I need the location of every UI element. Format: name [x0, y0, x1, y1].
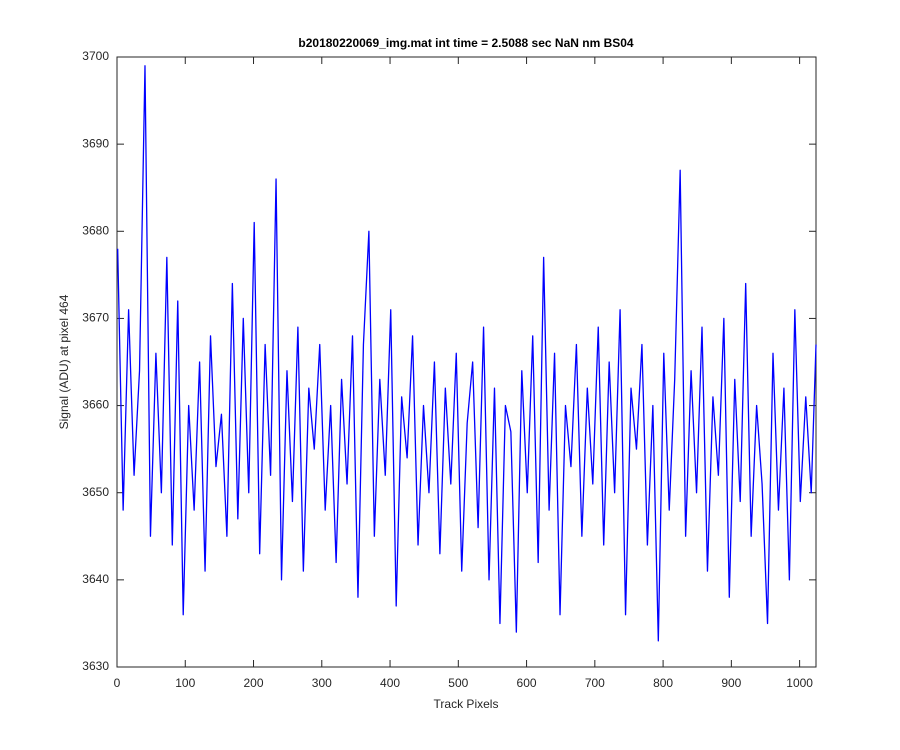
chart-title: b20180220069_img.mat int time = 2.5088 s…	[298, 36, 634, 50]
plot-area	[116, 56, 817, 668]
x-tick-label: 0	[114, 676, 121, 690]
x-tick-label: 500	[448, 676, 468, 690]
y-tick-label: 3650	[82, 485, 109, 499]
y-tick-label: 3700	[82, 49, 109, 63]
x-tick-label: 800	[653, 676, 673, 690]
y-tick-label: 3670	[82, 311, 109, 325]
x-tick-label: 700	[585, 676, 605, 690]
y-tick-label: 3630	[82, 659, 109, 673]
x-tick-label: 900	[721, 676, 741, 690]
y-axis-label: Signal (ADU) at pixel 464	[57, 294, 71, 429]
y-tick-label: 3660	[82, 398, 109, 412]
x-axis-label: Track Pixels	[434, 697, 499, 711]
x-tick-label: 300	[312, 676, 332, 690]
y-tick-label: 3640	[82, 572, 109, 586]
x-tick-label: 400	[380, 676, 400, 690]
x-tick-label: 200	[244, 676, 264, 690]
x-tick-label: 1000	[786, 676, 813, 690]
y-tick-label: 3690	[82, 136, 109, 150]
y-tick-label: 3680	[82, 223, 109, 237]
x-tick-label: 100	[175, 676, 195, 690]
x-tick-label: 600	[517, 676, 537, 690]
data-line	[117, 65, 817, 642]
